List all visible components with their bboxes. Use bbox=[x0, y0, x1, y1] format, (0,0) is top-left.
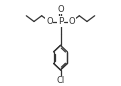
Text: O: O bbox=[68, 17, 75, 26]
Text: P: P bbox=[58, 17, 63, 26]
Text: Cl: Cl bbox=[56, 76, 65, 85]
Text: O: O bbox=[57, 5, 64, 14]
Text: O: O bbox=[46, 17, 53, 26]
